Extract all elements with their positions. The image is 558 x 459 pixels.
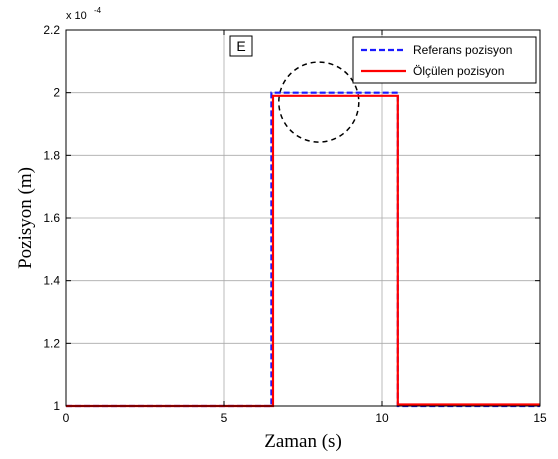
annotation-circle [278, 61, 360, 143]
series-lines [66, 91, 540, 408]
y-exponent-power: -4 [94, 6, 102, 15]
annotation-box-frame [229, 35, 253, 57]
x-tick-label-2: 10 [375, 411, 389, 425]
legend-label-olculen: Ölçülen pozisyon [413, 64, 504, 78]
y-tick-label-5: 2 [53, 86, 60, 100]
x-tick-label-0: 0 [63, 411, 70, 425]
legend-label-referans: Referans pozisyon [413, 43, 512, 57]
y-tick-label-6: 2.2 [43, 23, 60, 37]
y-tick-label-2: 1.4 [43, 274, 60, 288]
annotation-box-label: E [236, 38, 245, 54]
y-exponent-label: x 10 -4 [66, 6, 102, 22]
y-axis-label: Pozisyon (m) [15, 167, 36, 269]
y-tick-label-4: 1.8 [43, 148, 60, 162]
y-tick-label-0: 1 [53, 399, 60, 413]
series-line-1 [66, 94, 540, 408]
x-tick-label-3: 15 [533, 411, 547, 425]
y-exponent-base: x 10 [66, 10, 87, 22]
y-tick-label-1: 1.2 [43, 336, 60, 350]
x-tick-label-1: 5 [221, 411, 228, 425]
grid-lines [66, 30, 540, 406]
x-axis-label: Zaman (s) [264, 431, 342, 452]
legend-frame [352, 36, 537, 84]
legend: Referans pozisyon Ölçülen pozisyon [352, 36, 537, 84]
annotation-circle-group [278, 61, 360, 143]
y-tick-label-3: 1.6 [43, 211, 60, 225]
series-line-0 [66, 91, 540, 408]
axis-ticks: 0 5 10 15 1 1.2 1.4 1.6 1.8 2 2.2 [43, 23, 547, 425]
annotation-box: E [229, 35, 253, 57]
